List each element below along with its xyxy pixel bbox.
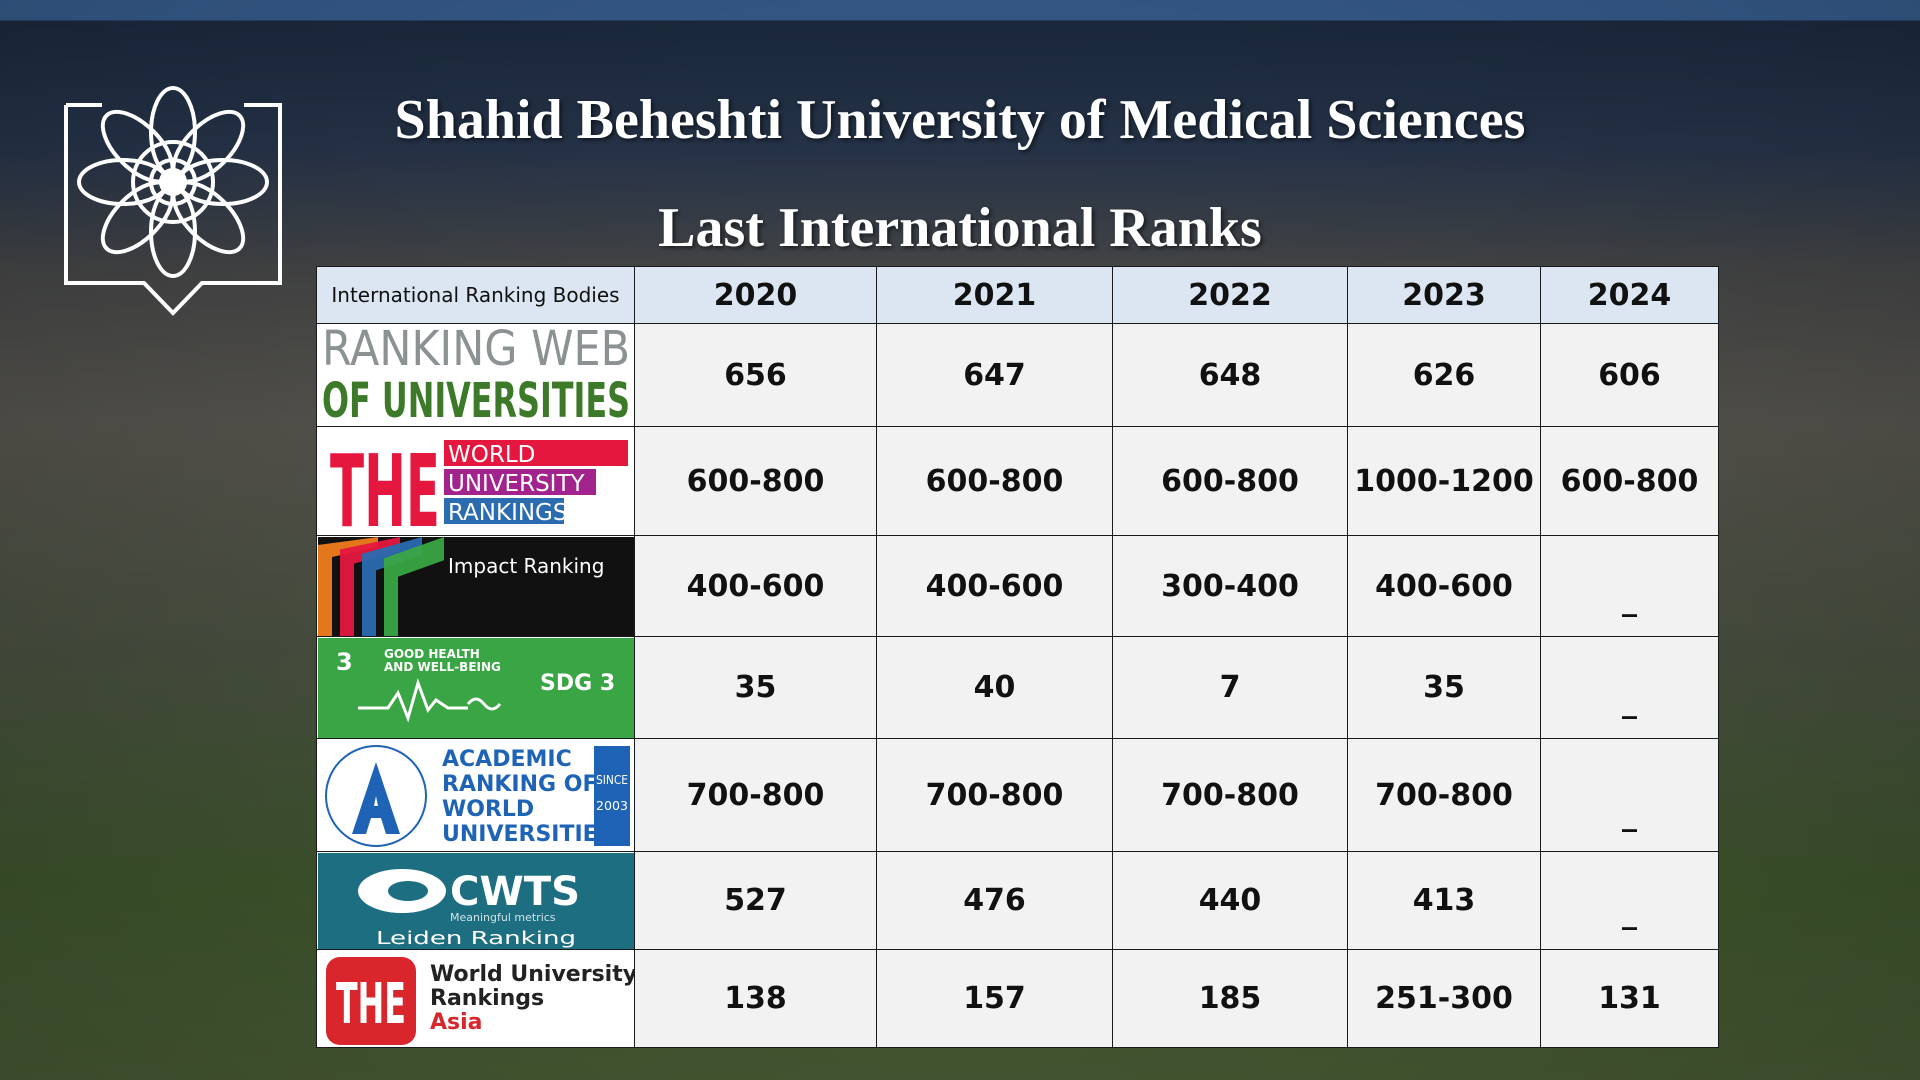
header-year: 2023 — [1347, 266, 1541, 324]
logo-text: SINCE — [596, 773, 628, 787]
logo-text: RANKINGS — [448, 500, 567, 526]
rank-cell: 476 — [876, 851, 1113, 950]
university-logo — [64, 86, 282, 316]
logo-cell: THE WORLD UNIVERSITY RANKINGS — [316, 426, 635, 536]
rank-cell: 131 — [1540, 949, 1719, 1048]
logo-text: WORLD — [448, 442, 535, 468]
ranking-logo: Impact Ranking — [317, 536, 634, 636]
rank-cell: 600-800 — [1112, 426, 1348, 536]
rank-cell: 600-800 — [634, 426, 877, 536]
ranking-logo: THE WORLD UNIVERSITY RANKINGS — [330, 433, 628, 535]
logo-text: Meaningful metrics — [450, 911, 556, 924]
logo-text: WORLD — [442, 797, 534, 822]
logo-text: Impact Ranking — [448, 554, 604, 578]
logo-text: Leiden Ranking — [376, 928, 576, 949]
subtitle: Last International Ranks — [658, 197, 1262, 259]
header-year: 2022 — [1112, 266, 1348, 324]
rank-cell: 7 — [1112, 636, 1348, 739]
header-label: International Ranking Bodies — [316, 266, 635, 324]
logo-cell: CWTS Meaningful metrics Leiden Ranking — [316, 851, 635, 950]
rank-cell: 400-600 — [1347, 535, 1541, 637]
rank-cell: 626 — [1347, 323, 1541, 427]
rank-cell: _ — [1540, 535, 1719, 637]
rank-cell: 138 — [634, 949, 877, 1048]
logo-text: 3 — [336, 648, 353, 676]
rank-cell: 700-800 — [1347, 738, 1541, 852]
rank-cell: 251-300 — [1347, 949, 1541, 1048]
rank-cell: 600-800 — [1540, 426, 1719, 536]
rank-cell: _ — [1540, 636, 1719, 739]
logo-text: UNIVERSITIES — [442, 822, 614, 847]
logo-text: CWTS — [450, 869, 580, 915]
rank-cell: 606 — [1540, 323, 1719, 427]
logo-text: UNIVERSITY — [448, 471, 586, 497]
logo-text: OF UNIVERSITIES — [322, 373, 630, 426]
rank-cell: 440 — [1112, 851, 1348, 950]
logo-text: RANKING OF — [442, 772, 597, 797]
logo-text: GOOD HEALTH — [384, 647, 480, 661]
rank-cell: 413 — [1347, 851, 1541, 950]
rank-cell: 185 — [1112, 949, 1348, 1048]
logo-cell: RANKING WEB OF UNIVERSITIES — [316, 323, 635, 427]
rank-cell: 656 — [634, 323, 877, 427]
logo-text: THE — [330, 433, 440, 535]
rank-cell: 35 — [634, 636, 877, 739]
logo-text: World University — [430, 962, 634, 987]
rank-cell: 400-600 — [876, 535, 1113, 637]
logo-text: Asia — [430, 1010, 483, 1035]
logo-text: ACADEMIC — [442, 747, 572, 772]
rank-cell: 600-800 — [876, 426, 1113, 536]
rank-cell: 700-800 — [1112, 738, 1348, 852]
rank-cell: 647 — [876, 323, 1113, 427]
title: Shahid Beheshti University of Medical Sc… — [394, 89, 1526, 151]
rank-cell: 400-600 — [634, 535, 877, 637]
logo-text: 2003 — [596, 799, 628, 813]
rank-cell: 35 — [1347, 636, 1541, 739]
logo-cell: ACADEMIC RANKING OF WORLD UNIVERSITIES SINCE… — [316, 738, 635, 852]
logo-text: THE — [336, 972, 406, 1037]
rank-cell: _ — [1540, 738, 1719, 852]
logo-text: Rankings — [430, 986, 544, 1011]
rank-cell: 648 — [1112, 323, 1348, 427]
header-year: 2024 — [1540, 266, 1719, 324]
rank-cell: 527 — [634, 851, 877, 950]
logo-cell: 3 GOOD HEALTH AND WELL-BEING SDG 3 — [316, 636, 635, 739]
logo-cell: Impact Ranking — [316, 535, 635, 637]
rank-cell: _ — [1540, 851, 1719, 950]
logo-text: AND WELL-BEING — [384, 660, 501, 674]
rank-cell: 157 — [876, 949, 1113, 1048]
logo-cell: THE World University Rankings Asia — [316, 949, 635, 1048]
logo-text: SDG 3 — [540, 671, 615, 696]
logo-text: RANKING WEB — [322, 325, 630, 377]
rank-cell: 1000-1200 — [1347, 426, 1541, 536]
rank-cell: 700-800 — [876, 738, 1113, 852]
header-year: 2020 — [634, 266, 877, 324]
rank-cell: 40 — [876, 636, 1113, 739]
rank-cell: 700-800 — [634, 738, 877, 852]
header-year: 2021 — [876, 266, 1113, 324]
rank-cell: 300-400 — [1112, 535, 1348, 637]
